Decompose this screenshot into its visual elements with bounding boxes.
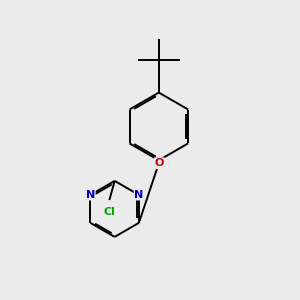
Text: Cl: Cl bbox=[103, 206, 115, 217]
Text: O: O bbox=[155, 158, 164, 168]
Text: N: N bbox=[86, 190, 95, 200]
Text: N: N bbox=[134, 190, 143, 200]
